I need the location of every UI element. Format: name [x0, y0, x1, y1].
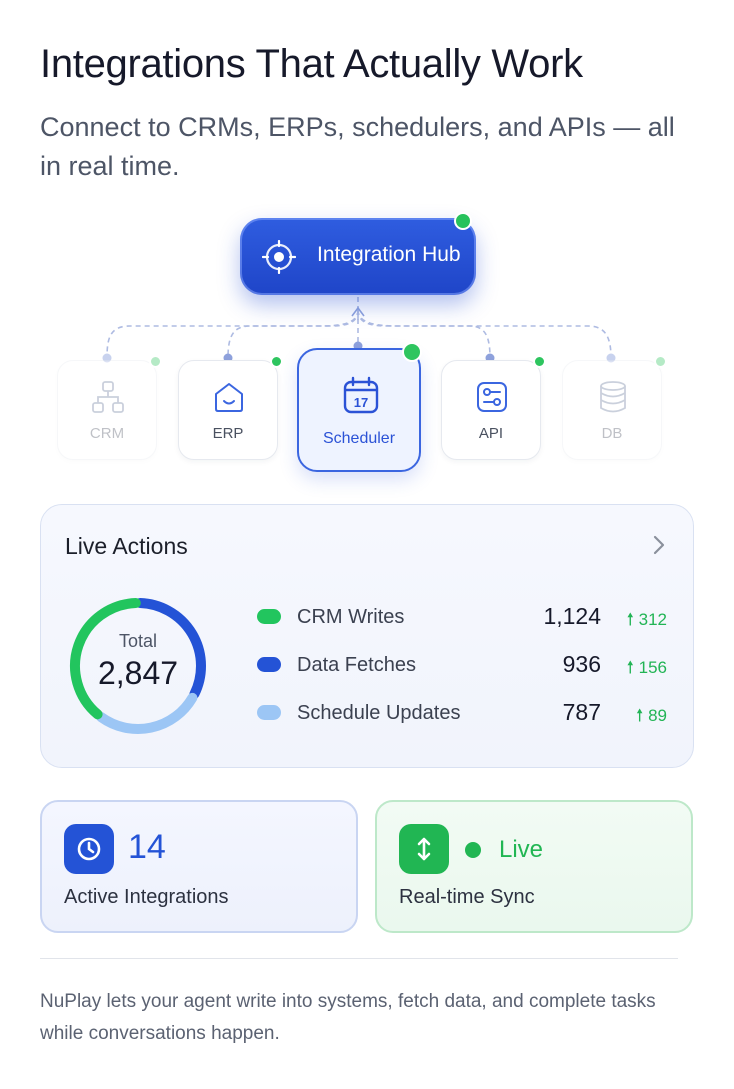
org-chart-icon [92, 381, 124, 413]
node-api[interactable]: API [441, 355, 546, 460]
donut-slice-crm-writes [70, 598, 141, 720]
active-integrations-card[interactable]: 14 Active Integrations [40, 800, 358, 933]
realtime-sync-card[interactable]: Live Real-time Sync [375, 800, 693, 933]
sync-label: Real-time Sync [399, 886, 535, 908]
integrations-label: Active Integrations [64, 886, 229, 908]
node-api-label: API [478, 425, 504, 442]
node-scheduler-status-dot [402, 342, 422, 362]
calendar-icon: 17 [343, 376, 379, 414]
hub-status-dot [454, 212, 472, 230]
arrow-up-icon: 🠕 [636, 706, 644, 725]
node-scheduler[interactable]: 17 Scheduler [297, 342, 422, 472]
arrows-vertical-icon [417, 837, 431, 861]
legend-swatch [257, 705, 281, 720]
legend-value: 936 [562, 651, 601, 677]
live-actions-card[interactable]: Live Actions Total 2,847 CRM Writes 1,12… [40, 504, 694, 768]
node-api-status-dot [533, 355, 546, 368]
page-title: Integrations That Actually Work [40, 42, 583, 86]
donut-slice-schedule-updates [96, 692, 198, 734]
target-icon [262, 240, 296, 274]
legend-swatch [257, 657, 281, 672]
donut-total-label: Total [118, 631, 158, 651]
node-erp-label: ERP [212, 425, 244, 442]
sliders-icon [477, 382, 507, 412]
hub-label: Integration Hub [317, 243, 461, 266]
calendar-day: 17 [354, 395, 368, 410]
node-db-status-dot [654, 355, 667, 368]
node-db-label: DB [601, 425, 623, 442]
node-crm-status-dot [149, 355, 162, 368]
node-erp-status-dot [270, 355, 283, 368]
live-status-text: Live [499, 836, 544, 863]
chevron-right-icon[interactable] [651, 533, 667, 557]
legend-delta: 🠕 89 [636, 706, 667, 725]
donut-chart [70, 598, 206, 734]
arrow-up-icon: 🠕 [626, 610, 634, 629]
node-scheduler-label: Scheduler [322, 430, 396, 447]
home-icon [215, 383, 243, 412]
node-erp[interactable]: ERP [178, 355, 283, 460]
legend-name: Schedule Updates [297, 702, 461, 724]
legend-name: Data Fetches [297, 654, 416, 676]
sync-badge [399, 824, 449, 874]
legend-value: 1,124 [543, 603, 601, 629]
integrations-badge [64, 824, 114, 874]
integration-diagram: Integration Hub CRM ERP 17 Sche [0, 200, 734, 490]
legend-row-crm-writes: CRM Writes 1,124 🠕 312 [257, 603, 677, 633]
database-icon [600, 381, 626, 413]
legend-row-data-fetches: Data Fetches 936 🠕 156 [257, 651, 677, 681]
divider [40, 958, 678, 959]
legend-row-schedule-updates: Schedule Updates 787 🠕 89 [257, 699, 677, 729]
node-db[interactable]: DB [562, 355, 667, 460]
footer-text: NuPlay lets your agent write into system… [40, 991, 656, 1044]
clock-icon [77, 837, 101, 861]
page-subtitle: Connect to CRMs, ERPs, schedulers, and A… [40, 112, 675, 181]
live-status-dot [465, 842, 481, 858]
legend-swatch [257, 609, 281, 624]
live-actions-title: Live Actions [65, 533, 188, 559]
legend-delta: 🠕 312 [626, 610, 667, 629]
node-crm[interactable]: CRM [57, 355, 162, 460]
legend-name: CRM Writes [297, 606, 405, 628]
legend-delta: 🠕 156 [626, 658, 667, 677]
donut-slice-data-fetches [135, 598, 206, 699]
donut-total-value: 2,847 [97, 655, 179, 691]
arrow-up-icon: 🠕 [626, 658, 634, 677]
legend-value: 787 [562, 699, 601, 725]
integrations-count: 14 [128, 828, 166, 866]
node-crm-label: CRM [89, 425, 125, 442]
integration-hub[interactable]: Integration Hub [240, 212, 476, 295]
